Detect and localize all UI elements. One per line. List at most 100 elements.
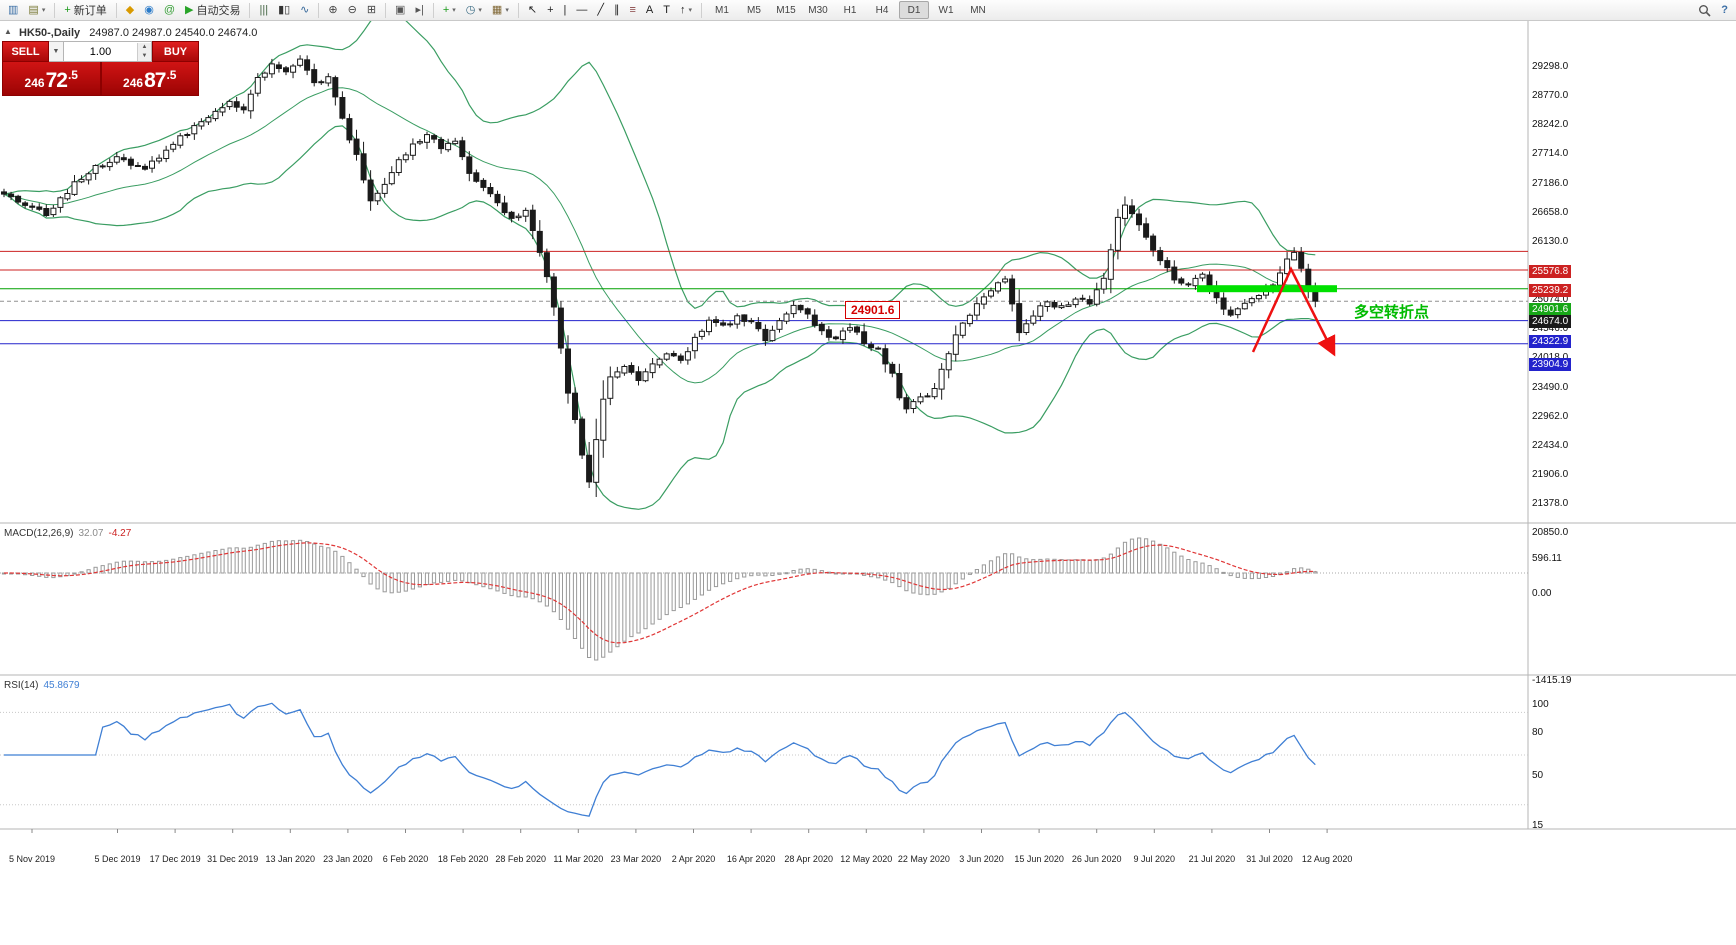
cursor-icon: ↖: [527, 3, 538, 16]
zoom-out-button[interactable]: ⊖: [344, 1, 361, 20]
timeframe-w1-button[interactable]: W1: [938, 4, 954, 16]
price-axis-label: 22962.0: [1532, 411, 1569, 422]
help-button[interactable]: ?: [1717, 1, 1732, 20]
zoom-in-icon: ⊕: [328, 3, 338, 16]
rsi-axis-label: 50: [1532, 770, 1544, 781]
timeframe-mn-button[interactable]: MN: [970, 4, 986, 16]
mql5-community-button[interactable]: @: [160, 1, 179, 20]
trendline-icon: ╱: [597, 3, 604, 16]
price-axis-label: 21906.0: [1532, 469, 1569, 480]
chart-plot-area[interactable]: [0, 21, 1528, 829]
date-label: 23 Mar 2020: [610, 854, 662, 864]
text-label-button[interactable]: A: [642, 1, 657, 20]
macd-name: MACD(12,26,9): [4, 528, 74, 539]
chart-bars-button[interactable]: |||: [255, 1, 272, 20]
signals-icon: ◉: [144, 3, 154, 16]
periods-dropdown-icon[interactable]: ▾: [478, 7, 482, 14]
new-order-button[interactable]: + 新订单: [60, 1, 110, 20]
templates-button[interactable]: ▦ ▾: [488, 1, 513, 20]
buy-price[interactable]: 246 87.5: [100, 62, 199, 96]
horizontal-line-button[interactable]: —: [572, 1, 591, 20]
sell-button[interactable]: SELL: [2, 41, 49, 62]
toolbar-separator: [517, 2, 519, 18]
buy-button[interactable]: BUY: [152, 41, 199, 62]
text-annotation-icon: T: [663, 3, 670, 16]
lot-field: ▲▼: [64, 41, 152, 62]
rsi-axis-label: 15: [1532, 820, 1544, 831]
timeframe-m15-button[interactable]: M15: [776, 4, 796, 16]
new-chart-button[interactable]: ▥: [4, 1, 22, 20]
channel-button[interactable]: ∥: [610, 1, 624, 20]
price-axis-label: 22434.0: [1532, 440, 1569, 451]
templates-dropdown-icon[interactable]: ▾: [505, 7, 509, 14]
chart-profiles-icon: ▤: [28, 3, 39, 16]
lot-spinner[interactable]: ▲ ▼: [137, 42, 151, 61]
price-badge: 24901.6: [1529, 303, 1572, 316]
price-level-textbox[interactable]: 24901.6: [845, 301, 901, 319]
price-badge: 25576.8: [1529, 265, 1572, 278]
timeframe-d1-button[interactable]: D1: [899, 1, 929, 19]
price-axis-label: 20850.0: [1532, 527, 1569, 538]
date-label: 23 Jan 2020: [323, 854, 373, 864]
date-label: 21 Jul 2020: [1188, 854, 1236, 864]
turning-point-label[interactable]: 多空转折点: [1354, 304, 1430, 321]
time-ticks: [31, 829, 1328, 833]
timeframe-m1-button[interactable]: M1: [715, 4, 729, 16]
date-label: 17 Dec 2019: [149, 854, 201, 864]
text-label-icon: A: [645, 3, 654, 16]
periods-button[interactable]: ◷ ▾: [462, 1, 486, 20]
market-icon: ◆: [125, 3, 135, 16]
macd-axis-label: -1415.19: [1532, 675, 1572, 686]
horizontal-line-icon: —: [576, 3, 588, 16]
lot-dropdown-icon[interactable]: ▼: [49, 41, 64, 62]
auto-arrange-button[interactable]: ▣: [391, 1, 409, 20]
zoom-in-button[interactable]: ⊕: [324, 1, 341, 20]
indicators-dropdown-icon[interactable]: ▾: [452, 7, 456, 14]
cursor-button[interactable]: ↖: [524, 1, 541, 20]
crosshair-icon: +: [547, 3, 554, 16]
arrows-icon: ↑: [679, 3, 686, 16]
buy-price-big: 87: [144, 69, 166, 92]
chart-line-button[interactable]: ∿: [296, 1, 313, 20]
toolbar-separator: [54, 2, 56, 18]
arrows-button[interactable]: ↑ ▾: [676, 1, 696, 20]
price-badge: 24322.9: [1529, 335, 1572, 348]
chart-shift-icon: ▸|: [415, 3, 424, 16]
macd-signal-value: -4.27: [108, 528, 132, 539]
crosshair-button[interactable]: +: [543, 1, 557, 20]
chart-shift-button[interactable]: ▸|: [411, 1, 427, 20]
one-click-collapse-icon[interactable]: ▲: [4, 27, 12, 36]
indicators-button[interactable]: + ▾: [439, 1, 460, 20]
lot-input[interactable]: [64, 44, 137, 59]
arrows-dropdown-icon[interactable]: ▾: [688, 7, 692, 14]
timeframe-h1-button[interactable]: H1: [843, 4, 857, 16]
text-annotation-button[interactable]: T: [659, 1, 674, 20]
mql5-community-icon: @: [163, 3, 176, 16]
tile-windows-button[interactable]: ⊞: [363, 1, 380, 20]
timeframe-m30-button[interactable]: M30: [808, 4, 828, 16]
date-label: 16 Apr 2020: [726, 854, 776, 864]
chart-line-icon: ∿: [300, 3, 310, 16]
signals-button[interactable]: ◉: [140, 1, 158, 20]
fibonacci-button[interactable]: ≡: [625, 1, 639, 20]
chart-profiles-dropdown-icon[interactable]: ▾: [41, 7, 46, 14]
date-label: 13 Jan 2020: [265, 854, 316, 864]
trendline-button[interactable]: ╱: [593, 1, 608, 20]
toolbar-separator: [432, 2, 434, 18]
auto-trading-button[interactable]: ▶ 自动交易: [181, 1, 244, 20]
chart-candles-button[interactable]: ▮▯: [274, 1, 294, 20]
lot-up-icon[interactable]: ▲: [138, 42, 151, 52]
timeframe-m5-button[interactable]: M5: [747, 4, 761, 16]
timeframe-h4-button[interactable]: H4: [875, 4, 889, 16]
market-button[interactable]: ◆: [122, 1, 138, 20]
date-label: 5 Nov 2019: [8, 854, 56, 864]
date-label: 12 May 2020: [840, 854, 893, 864]
macd-axis-label: 596.11: [1532, 553, 1562, 564]
search-button[interactable]: [1694, 1, 1715, 20]
vertical-line-button[interactable]: |: [560, 1, 571, 20]
lot-down-icon[interactable]: ▼: [138, 51, 151, 61]
sell-price[interactable]: 246 72.5: [2, 62, 101, 96]
chart-profiles-button[interactable]: ▤ ▾: [24, 1, 49, 20]
date-label: 31 Dec 2019: [207, 854, 259, 864]
